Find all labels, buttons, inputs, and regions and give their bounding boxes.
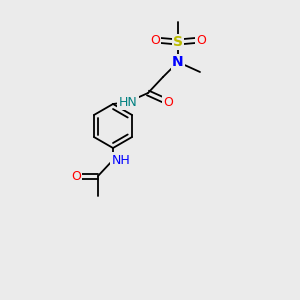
Text: NH: NH — [112, 154, 130, 166]
Text: O: O — [196, 34, 206, 46]
Text: HN: HN — [118, 95, 137, 109]
Text: N: N — [172, 55, 184, 69]
Text: O: O — [163, 95, 173, 109]
Text: O: O — [150, 34, 160, 46]
Text: S: S — [173, 35, 183, 49]
Text: O: O — [71, 169, 81, 182]
